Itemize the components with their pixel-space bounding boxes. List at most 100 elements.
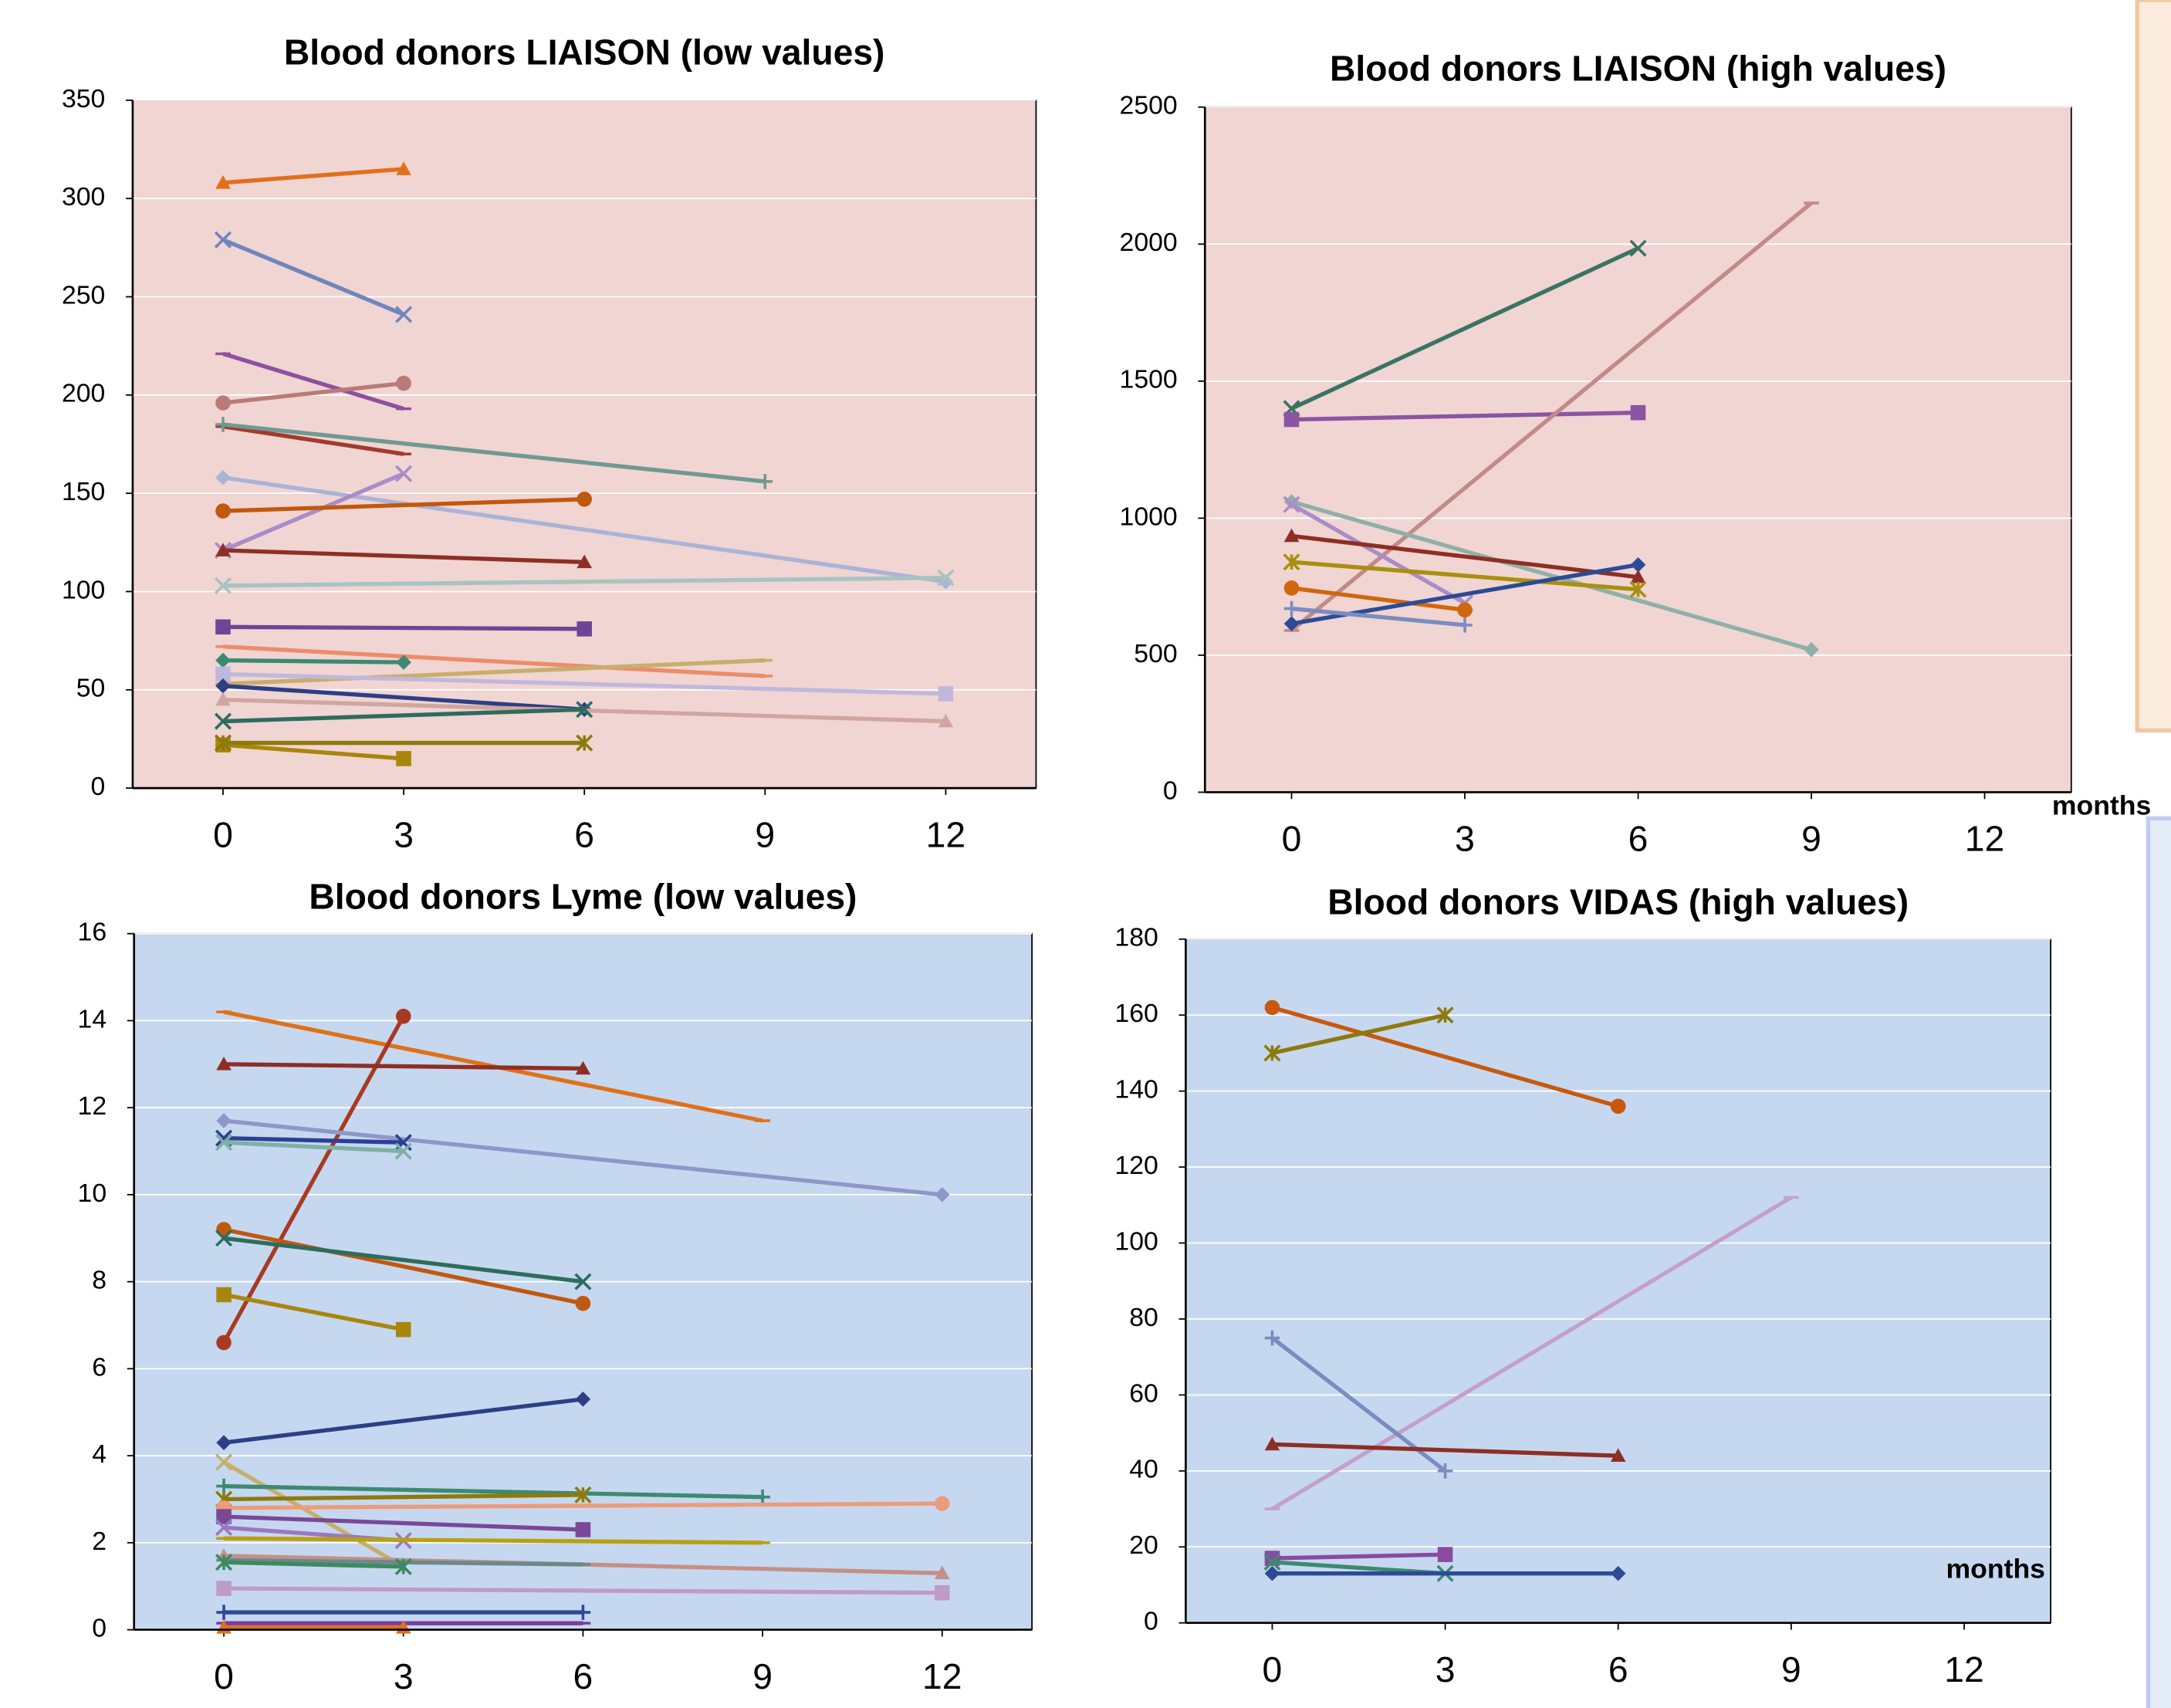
y-tick-label: 50 [76,674,106,703]
marker [934,1565,950,1580]
marker [216,1113,232,1128]
series-line [221,1015,406,1344]
x-tick-label: 12 [926,814,965,854]
series-line [222,575,946,588]
marker [1283,616,1300,631]
marker [216,1478,232,1494]
x-tick-label: 6 [574,814,594,854]
marker [576,701,593,719]
y-tick-label: 2000 [1120,228,1178,257]
series-line [1290,246,1639,411]
chart-title: Blood donors LIAISON (high values) [1330,49,1946,89]
marker [215,678,231,694]
marker [214,577,232,594]
marker [1283,528,1300,543]
marker [214,712,232,730]
y-tick-label: 16 [78,918,107,947]
marker [394,1557,412,1575]
series-line [222,644,766,678]
marker [216,1581,232,1596]
marker [214,231,232,249]
series-line [221,238,405,316]
marker [396,751,411,766]
series-line [1291,606,1466,627]
series-line [1272,1442,1618,1458]
marker [1264,1565,1280,1581]
marker [934,1496,950,1511]
x-tick-label: 3 [394,1656,414,1696]
series-line [222,624,585,631]
marker [215,1554,233,1571]
series-line [224,1501,942,1510]
series-line [222,1460,405,1569]
marker [757,474,773,489]
x-tick-label: 3 [1455,819,1475,859]
x-tick-label: 6 [1608,1649,1628,1689]
side-panel [2146,816,2171,1708]
marker [216,1605,232,1620]
series-line [222,671,946,696]
marker [1283,411,1300,428]
series-line [1271,1005,1619,1108]
y-tick-label: 12 [78,1091,107,1121]
x-tick-label: 0 [1282,819,1302,859]
x-tick-label: 12 [1965,819,2004,859]
marker [395,1008,411,1024]
series-line [222,742,404,761]
series-line [222,497,585,513]
marker [395,465,413,482]
marker [755,1489,770,1505]
series-line [1271,1196,1793,1511]
marker [215,1519,233,1537]
series-line [1271,1013,1446,1056]
marker [1436,1006,1454,1024]
marker [216,1287,232,1303]
y-tick-label: 14 [78,1004,107,1033]
series-line [223,1560,404,1569]
marker [396,375,411,391]
marker [1264,1436,1280,1451]
marker [574,1273,592,1290]
marker [575,1392,591,1407]
marker [577,554,592,569]
y-tick-label: 100 [62,575,105,604]
y-tick-label: 0 [92,1614,107,1643]
marker [1804,642,1819,658]
series-line [224,1493,583,1502]
marker [396,161,411,175]
annotation: months [1946,1553,2045,1584]
series-line [222,658,766,686]
marker [216,1435,232,1450]
series-line [222,351,404,411]
chart-title: Blood donors Lyme (low values) [309,876,857,916]
x-tick-label: 0 [214,1656,234,1696]
marker [1263,1553,1281,1571]
marker [215,692,231,706]
marker [215,652,231,668]
marker [216,1057,232,1070]
y-tick-label: 150 [62,477,105,506]
x-tick-label: 0 [213,814,233,854]
marker [1264,1330,1280,1346]
series-line [222,707,585,724]
marker [1610,1098,1626,1114]
marker [1283,600,1300,617]
series-line [223,1292,404,1332]
y-tick-label: 0 [1144,1607,1158,1636]
y-tick-label: 80 [1129,1303,1158,1332]
marker [1610,1565,1626,1581]
marker [1630,404,1646,421]
x-tick-label: 9 [1801,819,1821,859]
x-tick-label: 3 [1435,1649,1456,1689]
series-line [1291,533,1638,580]
y-tick-label: 160 [1114,999,1158,1028]
series-line [222,422,766,484]
marker [1283,580,1300,596]
y-tick-label: 180 [1114,923,1158,952]
series-line [1291,560,1638,592]
y-tick-label: 1500 [1120,365,1178,394]
y-tick-label: 8 [92,1266,107,1295]
y-tick-label: 10 [78,1179,107,1208]
marker [1629,239,1647,257]
